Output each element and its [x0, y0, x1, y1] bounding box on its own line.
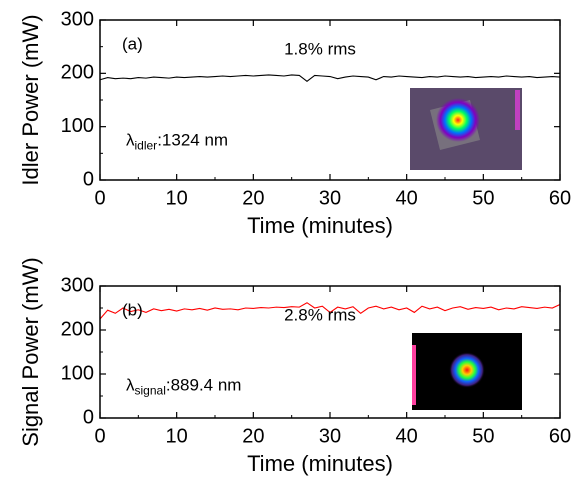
rms-annotation: 1.8% rms [284, 39, 356, 58]
x-tick-label: 60 [549, 187, 571, 209]
x-tick-label: 0 [94, 187, 105, 209]
x-tick-label: 10 [166, 187, 188, 209]
wavelength-symbol: λ [126, 376, 135, 395]
wavelength-text: :889.4 nm [166, 376, 242, 395]
y-tick-label: 100 [61, 362, 94, 384]
y-axis-label: Idler Power (mW) [18, 14, 43, 185]
x-axis-label: Time (minutes) [247, 213, 393, 238]
x-tick-label: 30 [319, 425, 341, 447]
data-line [99, 302, 561, 320]
panel-label: (a) [122, 34, 143, 53]
x-tick-label: 20 [242, 425, 264, 447]
x-tick-label: 50 [472, 187, 494, 209]
y-tick-label: 200 [61, 62, 94, 84]
y-axis-label: Signal Power (mW) [18, 257, 43, 446]
wavelength-subscript: signal [135, 383, 166, 397]
wavelength-annotation: λsignal:889.4 nm [126, 376, 241, 398]
data-line [99, 74, 561, 83]
x-tick-label: 40 [396, 187, 418, 209]
panel-label: (b) [122, 300, 143, 319]
wavelength-annotation: λidler:1324 nm [126, 131, 228, 153]
y-tick-label: 300 [61, 274, 94, 296]
x-tick-label: 30 [319, 187, 341, 209]
wavelength-text: :1324 nm [157, 131, 228, 150]
inset-image-a [410, 88, 522, 170]
inset-image-b [412, 333, 522, 410]
x-tick-label: 40 [396, 425, 418, 447]
x-tick-label: 60 [549, 425, 571, 447]
y-tick-label: 100 [61, 115, 94, 137]
wavelength-symbol: λ [126, 131, 135, 150]
x-tick-label: 50 [472, 425, 494, 447]
y-tick-label: 0 [83, 168, 94, 190]
x-axis-label: Time (minutes) [247, 451, 393, 476]
x-tick-label: 0 [94, 425, 105, 447]
y-tick-label: 0 [83, 406, 94, 428]
y-tick-label: 300 [61, 8, 94, 30]
y-tick-label: 200 [61, 318, 94, 340]
x-tick-label: 10 [166, 425, 188, 447]
x-tick-label: 20 [242, 187, 264, 209]
rms-annotation: 2.8% rms [284, 305, 356, 324]
wavelength-subscript: idler [135, 139, 158, 153]
